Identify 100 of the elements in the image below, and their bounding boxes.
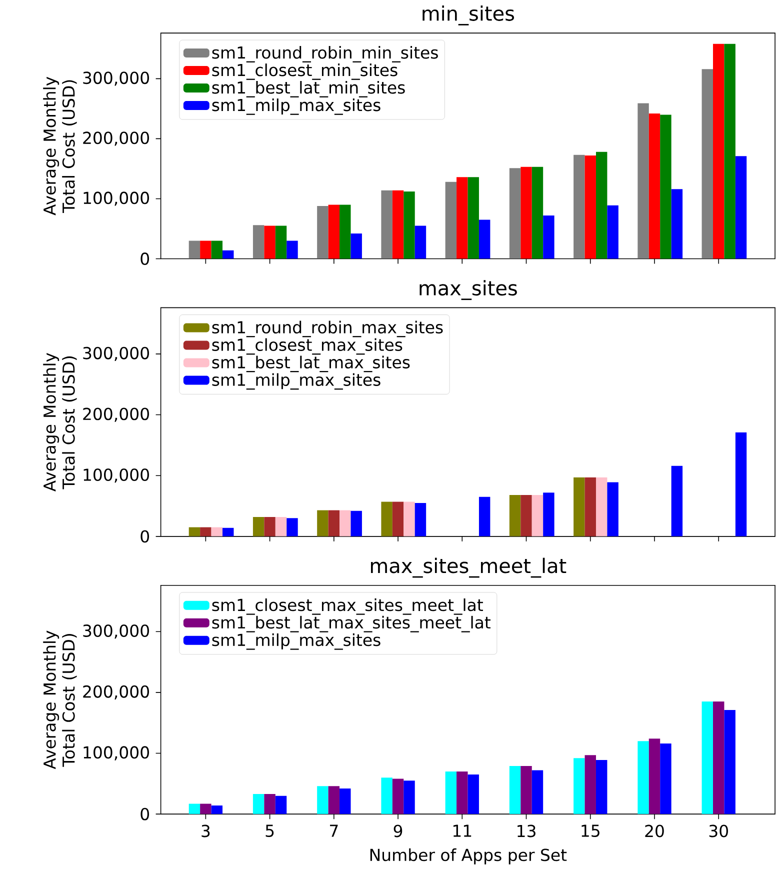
bar: [584, 755, 596, 814]
bar: [596, 152, 608, 259]
bar: [724, 44, 736, 259]
bar: [520, 766, 532, 814]
bar: [404, 502, 415, 536]
bar: [660, 114, 672, 259]
bar: [660, 744, 672, 814]
x-tick-label: 9: [394, 824, 402, 838]
legend-label: sm1_round_robin_min_sites: [212, 46, 438, 62]
legend-label: sm1_round_robin_max_sites: [212, 320, 443, 338]
bar: [188, 527, 200, 536]
bar: [211, 240, 223, 259]
bar: [478, 220, 490, 259]
bar: [252, 794, 264, 814]
bar: [328, 204, 340, 259]
bar: [275, 226, 287, 259]
bar: [328, 510, 340, 536]
y-tick-label: 100,000: [84, 746, 149, 760]
chart-title: max_sites: [420, 280, 517, 300]
bar: [574, 477, 585, 536]
bar: [340, 788, 351, 814]
bar: [200, 240, 212, 259]
bar: [509, 168, 521, 259]
x-tick-label: 15: [582, 824, 600, 838]
y-axis-title: Average Monthly Total Cost (USD): [43, 76, 77, 216]
y-axis-title: Average Monthly Total Cost (USD): [43, 630, 77, 770]
bar: [456, 772, 468, 814]
bar: [392, 778, 404, 814]
bar: [671, 466, 683, 536]
y-tick-label: 200,000: [83, 685, 149, 700]
bar: [414, 226, 426, 259]
bar: [724, 710, 736, 814]
bar: [381, 190, 392, 259]
y-tick-label: 300,000: [83, 624, 149, 639]
legend-label: sm1_best_lat_max_sites_meet_lat: [212, 616, 491, 632]
bar: [671, 189, 683, 259]
x-tick-label: 13: [518, 824, 536, 838]
legend-label: sm1_closest_max_sites_meet_lat: [212, 598, 483, 615]
bar: [532, 166, 544, 259]
x-tick-label: 5: [266, 824, 274, 838]
bar: [188, 804, 200, 814]
bar: [275, 796, 287, 814]
bar: [222, 250, 234, 259]
bar: [286, 518, 298, 536]
bar: [252, 516, 264, 536]
bar: [317, 510, 328, 536]
bar: [543, 216, 554, 259]
bar: [211, 806, 223, 814]
bar: [252, 225, 264, 259]
bar: [509, 766, 521, 814]
x-tick-label: 3: [202, 824, 210, 838]
x-tick-label: 30: [709, 824, 728, 838]
bar: [340, 510, 351, 536]
bar: [735, 432, 747, 536]
bar: [264, 516, 276, 536]
bar: [574, 154, 585, 259]
bar: [381, 502, 392, 536]
bar: [702, 69, 713, 259]
y-axis-title: Average Monthly Total Cost (USD): [43, 352, 77, 492]
bar: [702, 702, 713, 814]
bar: [648, 738, 660, 814]
bar: [222, 528, 234, 536]
legend-label: sm1_milp_max_sites: [212, 373, 380, 390]
bar: [317, 206, 328, 259]
bar: [392, 502, 404, 536]
bar: [596, 760, 608, 814]
bar: [468, 774, 479, 814]
y-tick-label: 0: [140, 808, 150, 820]
bar: [543, 492, 554, 536]
bar: [574, 758, 585, 814]
bar: [340, 204, 351, 259]
bar: [200, 804, 212, 814]
legend-label: sm1_best_lat_max_sites: [212, 356, 410, 372]
x-tick-label: 11: [453, 824, 472, 837]
legend-label: sm1_closest_max_sites: [212, 338, 402, 355]
bar: [509, 495, 521, 536]
bar: [638, 741, 649, 814]
bar: [607, 482, 618, 536]
bar: [478, 496, 490, 536]
bar: [200, 527, 212, 536]
bar: [532, 770, 544, 814]
legend-label: sm1_closest_min_sites: [212, 64, 398, 80]
x-tick-label: 7: [330, 824, 338, 837]
bar: [713, 702, 724, 814]
bar: [596, 477, 608, 536]
bar: [638, 103, 649, 259]
legend-label: sm1_best_lat_min_sites: [212, 81, 405, 98]
bar: [414, 502, 426, 536]
bar: [275, 516, 287, 536]
bar: [735, 156, 747, 259]
y-tick-label: 200,000: [83, 408, 149, 422]
bar: [607, 205, 618, 259]
bar: [188, 240, 200, 259]
bar: [392, 190, 404, 259]
x-axis-title: Number of Apps per Set: [370, 848, 567, 864]
bar: [468, 177, 479, 259]
x-tick-label: 20: [645, 824, 664, 838]
bar: [211, 527, 223, 536]
chart-title: min_sites: [422, 5, 514, 26]
y-tick-label: 300,000: [83, 346, 149, 362]
